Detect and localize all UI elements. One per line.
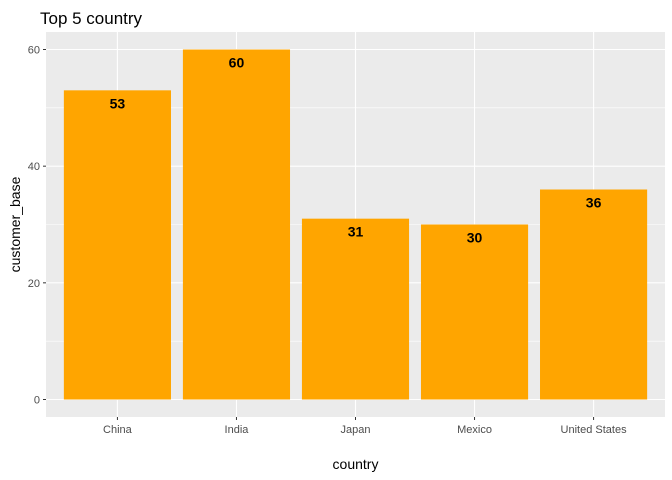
y-tick-label: 20 [28,278,40,290]
x-tick-label: China [103,424,133,436]
bar-india [182,49,291,400]
y-tick-label: 60 [28,45,40,57]
y-axis-ticks: 0 20 40 60 [28,45,46,407]
y-tick-label: 0 [34,395,40,407]
y-tick-label: 40 [28,161,40,173]
bars [63,49,648,400]
bar-united-states [540,189,648,400]
data-labels: 53 60 31 30 36 [110,55,602,246]
bar-japan [301,218,410,400]
x-tick-label: Mexico [457,424,492,436]
x-tick-label: Japan [341,424,371,436]
x-axis-ticks: China India Japan Mexico United States [103,417,627,436]
data-label: 36 [586,195,602,211]
data-label: 30 [467,230,483,246]
data-label: 53 [110,95,126,111]
bar-china [63,90,171,400]
x-tick-label: United States [561,424,628,436]
data-label: 60 [229,55,245,71]
data-label: 31 [348,224,364,240]
bar-mexico [420,224,529,400]
x-axis-title: country [333,456,379,472]
chart-title: Top 5 country [40,9,143,28]
x-tick-label: India [225,424,250,436]
y-axis-title: customer_base [7,176,23,272]
